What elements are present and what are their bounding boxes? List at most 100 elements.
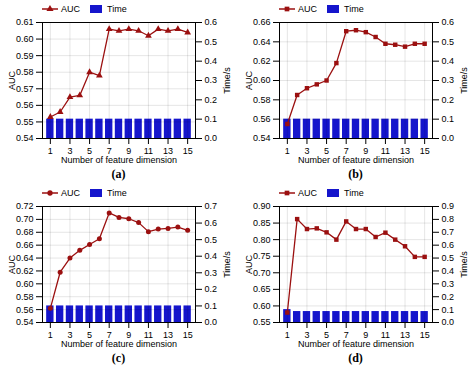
svg-text:13: 13: [163, 145, 173, 156]
svg-text:Time/s: Time/s: [459, 67, 469, 94]
svg-text:15: 15: [420, 146, 430, 156]
svg-text:AUC: AUC: [7, 255, 17, 275]
svg-text:0.55: 0.55: [16, 117, 34, 127]
svg-text:0.57: 0.57: [16, 84, 34, 94]
svg-text:11: 11: [380, 145, 391, 156]
svg-text:AUC: AUC: [244, 71, 254, 91]
svg-text:0.7: 0.7: [205, 201, 218, 211]
svg-text:0.62: 0.62: [253, 56, 271, 66]
svg-text:0.8: 0.8: [442, 214, 455, 224]
svg-text:Number of feature dimension: Number of feature dimension: [61, 155, 177, 165]
svg-text:15: 15: [183, 146, 193, 156]
svg-text:0.62: 0.62: [16, 266, 34, 276]
svg-text:0.85: 0.85: [253, 218, 271, 228]
svg-text:0.56: 0.56: [16, 304, 34, 314]
svg-text:0.80: 0.80: [253, 235, 271, 245]
svg-text:Time/s: Time/s: [222, 67, 232, 94]
html-text:AUC: AUC: [61, 4, 80, 14]
svg-text:0.6: 0.6: [442, 240, 455, 250]
html-text:(d): (d): [348, 351, 363, 365]
svg-text:0.54: 0.54: [16, 133, 34, 143]
svg-text:0.0: 0.0: [205, 133, 218, 143]
svg-text:0.70: 0.70: [253, 268, 271, 278]
svg-text:0.6: 0.6: [205, 218, 218, 228]
svg-text:0.60: 0.60: [253, 301, 271, 311]
svg-text:0.5: 0.5: [442, 253, 455, 263]
svg-text:AUC: AUC: [7, 71, 17, 91]
svg-text:15: 15: [183, 330, 193, 340]
svg-text:0.55: 0.55: [253, 317, 271, 327]
svg-text:0.2: 0.2: [442, 292, 455, 302]
svg-text:0.4: 0.4: [442, 266, 455, 276]
svg-text:0.64: 0.64: [16, 253, 34, 263]
svg-text:0.66: 0.66: [16, 240, 34, 250]
svg-text:Number of feature dimension: Number of feature dimension: [298, 155, 414, 165]
svg-text:0.58: 0.58: [253, 95, 271, 105]
svg-text:0.5: 0.5: [205, 37, 218, 47]
html-text:AUC: AUC: [298, 4, 317, 14]
svg-text:0.60: 0.60: [253, 75, 271, 85]
html-text:(c): (c): [111, 351, 126, 365]
svg-text:0.65: 0.65: [253, 284, 271, 294]
svg-text:15: 15: [420, 330, 430, 340]
svg-text:0.2: 0.2: [205, 284, 218, 294]
svg-text:0.4: 0.4: [205, 251, 218, 261]
svg-text:0.0: 0.0: [205, 317, 218, 327]
svg-text:0.3: 0.3: [442, 279, 455, 289]
svg-text:0.68: 0.68: [16, 227, 34, 237]
svg-text:0.54: 0.54: [253, 133, 271, 143]
svg-text:0.4: 0.4: [442, 56, 455, 66]
svg-text:11: 11: [380, 329, 391, 340]
svg-text:0.6: 0.6: [442, 17, 455, 27]
svg-text:0.66: 0.66: [253, 17, 271, 27]
html-text:(b): (b): [348, 167, 363, 181]
svg-text:0.3: 0.3: [205, 268, 218, 278]
svg-text:0.90: 0.90: [253, 201, 271, 211]
svg-text:0.60: 0.60: [16, 279, 34, 289]
svg-text:0.59: 0.59: [16, 51, 34, 61]
svg-text:0.4: 0.4: [205, 56, 218, 66]
svg-text:13: 13: [400, 145, 410, 156]
svg-text:1: 1: [285, 146, 290, 156]
svg-text:Time/s: Time/s: [222, 251, 232, 278]
html-text:Time: Time: [344, 4, 364, 14]
svg-text:0.54: 0.54: [16, 317, 34, 327]
svg-text:1: 1: [48, 146, 53, 156]
svg-text:11: 11: [143, 329, 154, 340]
svg-text:0.1: 0.1: [205, 301, 218, 311]
svg-text:Time/s: Time/s: [459, 251, 469, 278]
svg-text:0.58: 0.58: [16, 292, 34, 302]
html-text:AUC: AUC: [61, 188, 80, 198]
svg-text:0.3: 0.3: [442, 75, 455, 85]
svg-text:0.75: 0.75: [253, 251, 271, 261]
svg-text:0.56: 0.56: [16, 100, 34, 110]
svg-text:0.72: 0.72: [16, 201, 34, 211]
svg-text:0.0: 0.0: [442, 133, 455, 143]
svg-text:0.5: 0.5: [442, 37, 455, 47]
svg-text:0.61: 0.61: [16, 17, 34, 27]
svg-text:0.58: 0.58: [16, 67, 34, 77]
svg-text:0.56: 0.56: [253, 114, 271, 124]
html-text:(a): (a): [111, 167, 126, 181]
svg-text:0.5: 0.5: [205, 235, 218, 245]
svg-text:0.60: 0.60: [16, 34, 34, 44]
svg-text:0.70: 0.70: [16, 214, 34, 224]
svg-text:0.64: 0.64: [253, 37, 271, 47]
svg-text:0.3: 0.3: [205, 75, 218, 85]
svg-text:0.6: 0.6: [205, 17, 218, 27]
svg-text:0.9: 0.9: [442, 201, 455, 211]
svg-text:0.7: 0.7: [442, 227, 455, 237]
html-text:Time: Time: [107, 4, 127, 14]
svg-text:0.2: 0.2: [205, 95, 218, 105]
svg-text:Number of feature dimension: Number of feature dimension: [61, 339, 177, 349]
svg-text:0.0: 0.0: [442, 317, 455, 327]
svg-text:0.1: 0.1: [442, 304, 455, 314]
svg-text:Number of feature dimension: Number of feature dimension: [298, 339, 414, 349]
svg-text:0.2: 0.2: [442, 95, 455, 105]
svg-text:0.1: 0.1: [442, 114, 455, 124]
svg-text:AUC: AUC: [244, 255, 254, 275]
svg-text:11: 11: [143, 145, 154, 156]
svg-text:1: 1: [285, 330, 290, 340]
svg-text:0.1: 0.1: [205, 114, 218, 124]
svg-text:1: 1: [48, 330, 53, 340]
